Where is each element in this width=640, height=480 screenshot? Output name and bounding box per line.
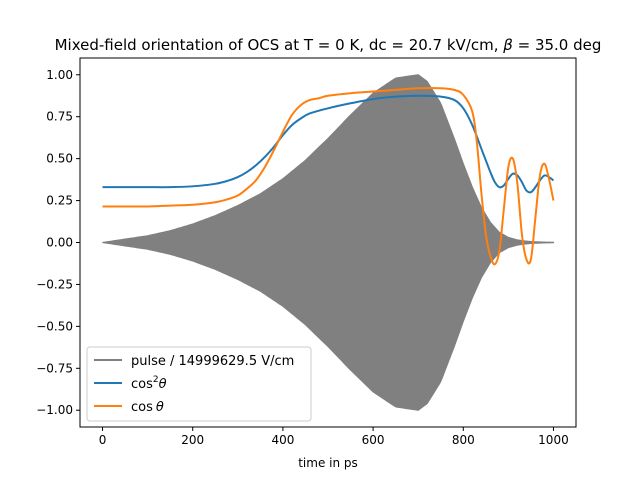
- y-tick-label: −1.00: [36, 403, 73, 417]
- legend: pulse / 14999629.5 V/cm cos2θ cos θ: [86, 346, 312, 422]
- x-axis-label: time in ps: [298, 456, 358, 470]
- y-tick-label: 0.25: [46, 194, 73, 208]
- y-tick-label: 0.50: [46, 152, 73, 166]
- legend-label-cos2: cos2θ: [131, 375, 167, 392]
- y-tick-label: −0.75: [36, 361, 73, 375]
- y-tick-label: −0.50: [36, 319, 73, 333]
- series-pulse: [102, 74, 555, 411]
- y-tick-label: 0.75: [46, 110, 73, 124]
- legend-label-cos: cos θ: [131, 400, 164, 415]
- y-axis-ticks: −1.00 −0.75 −0.50 −0.25 0.00 0.25 0.50 0.75 1.00: [36, 68, 80, 417]
- x-tick-label: 1000: [538, 433, 569, 447]
- series-cos2: [102, 94, 555, 194]
- x-tick-label: 600: [362, 433, 385, 447]
- x-tick-label: 400: [271, 433, 294, 447]
- x-axis-ticks: 0 200 400 600 800 1000: [99, 427, 569, 447]
- series-cos: [102, 86, 555, 266]
- legend-box: [86, 346, 312, 422]
- plot-series: [102, 74, 555, 411]
- y-tick-label: 0.00: [46, 236, 73, 250]
- y-tick-label: −0.25: [36, 277, 73, 291]
- chart-title: Mixed-field orientation of OCS at T = 0 …: [55, 36, 602, 54]
- x-tick-label: 800: [452, 433, 475, 447]
- x-tick-label: 0: [99, 433, 107, 447]
- y-tick-label: 1.00: [46, 68, 73, 82]
- x-tick-label: 200: [181, 433, 204, 447]
- legend-label-pulse: pulse / 14999629.5 V/cm: [131, 354, 294, 369]
